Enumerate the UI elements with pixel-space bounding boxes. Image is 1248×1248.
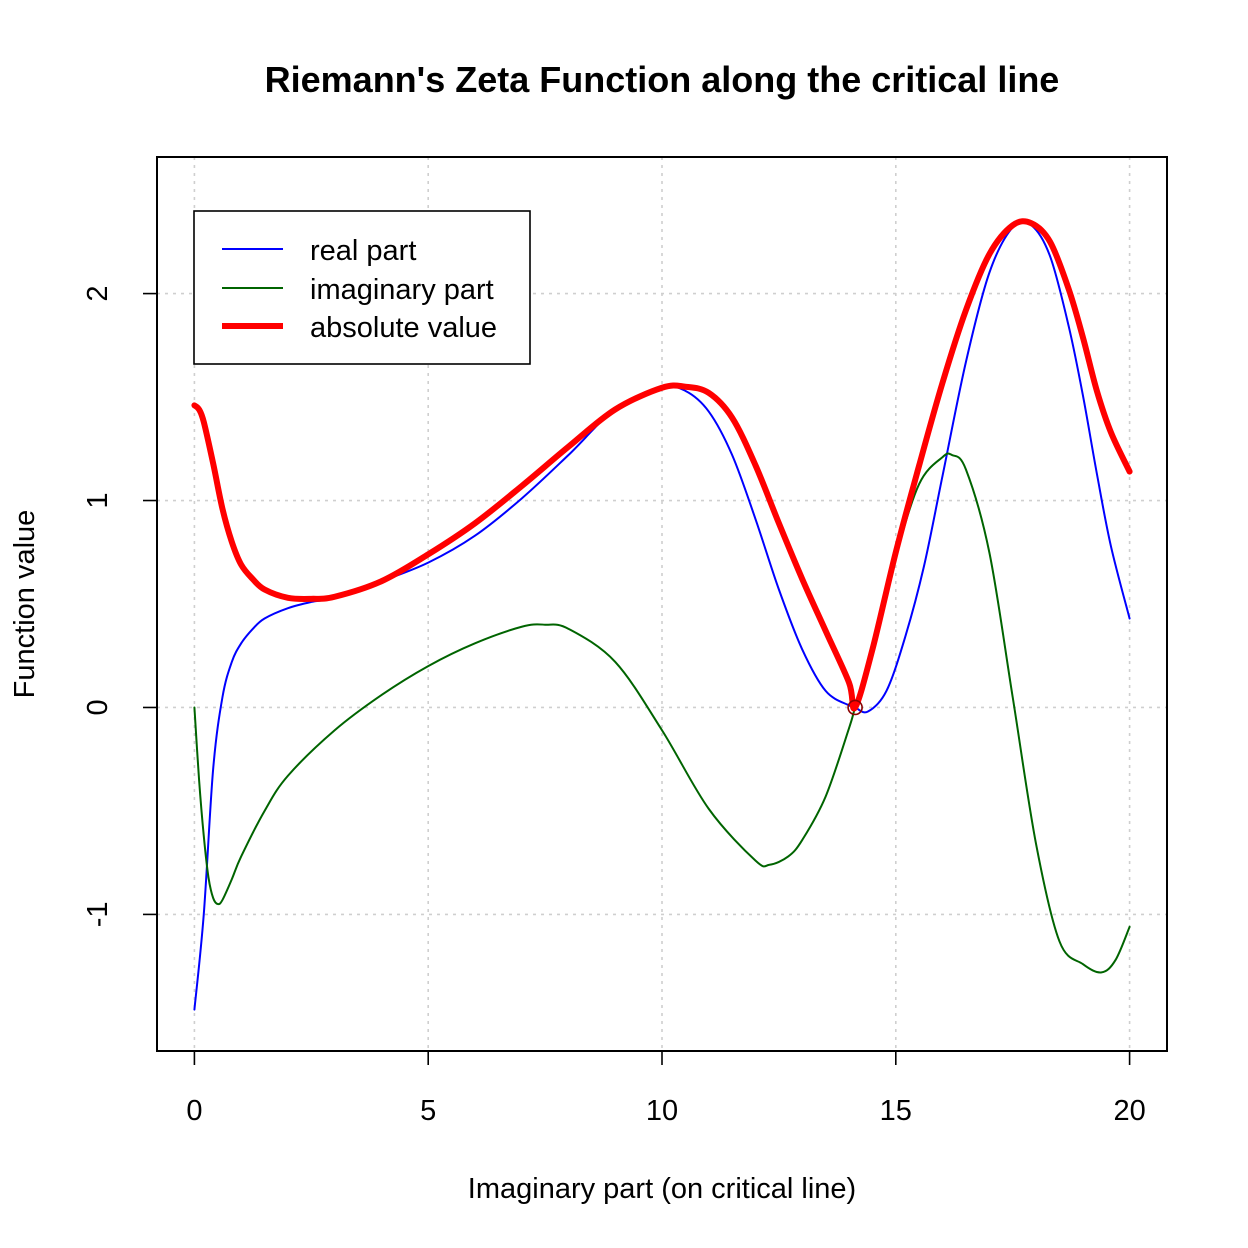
x-tick-label: 0: [186, 1095, 202, 1127]
legend: real part imaginary part absolute value: [193, 210, 531, 365]
y-tick-label: 0: [82, 699, 114, 715]
annotation-layer: [847, 699, 863, 716]
x-axis: 0 5 10 15 20: [186, 1050, 1146, 1127]
legend-label-imaginary-part: imaginary part: [310, 274, 494, 306]
y-tick-label: -1: [82, 902, 114, 928]
x-tick-label: 5: [420, 1095, 436, 1127]
legend-label-real-part: real part: [310, 235, 416, 267]
series-line-imaginary-part: [193, 452, 1131, 974]
x-axis-label: Imaginary part (on critical line): [468, 1173, 856, 1205]
x-tick-label: 10: [646, 1095, 678, 1127]
x-tick-label: 15: [880, 1095, 912, 1127]
zero-marker: [847, 699, 863, 716]
y-axis: -1 0 1 2: [82, 286, 158, 928]
legend-label-absolute-value: absolute value: [310, 312, 497, 344]
series-line-absolute-value: [191, 218, 1133, 712]
y-tick-label: 1: [82, 492, 114, 508]
y-tick-label: 2: [82, 286, 114, 302]
series-layer: [191, 218, 1133, 1011]
y-axis-label: Function value: [9, 510, 41, 699]
chart-title: Riemann's Zeta Function along the critic…: [265, 59, 1060, 100]
x-tick-label: 20: [1113, 1095, 1145, 1127]
grid: [157, 157, 1167, 1051]
